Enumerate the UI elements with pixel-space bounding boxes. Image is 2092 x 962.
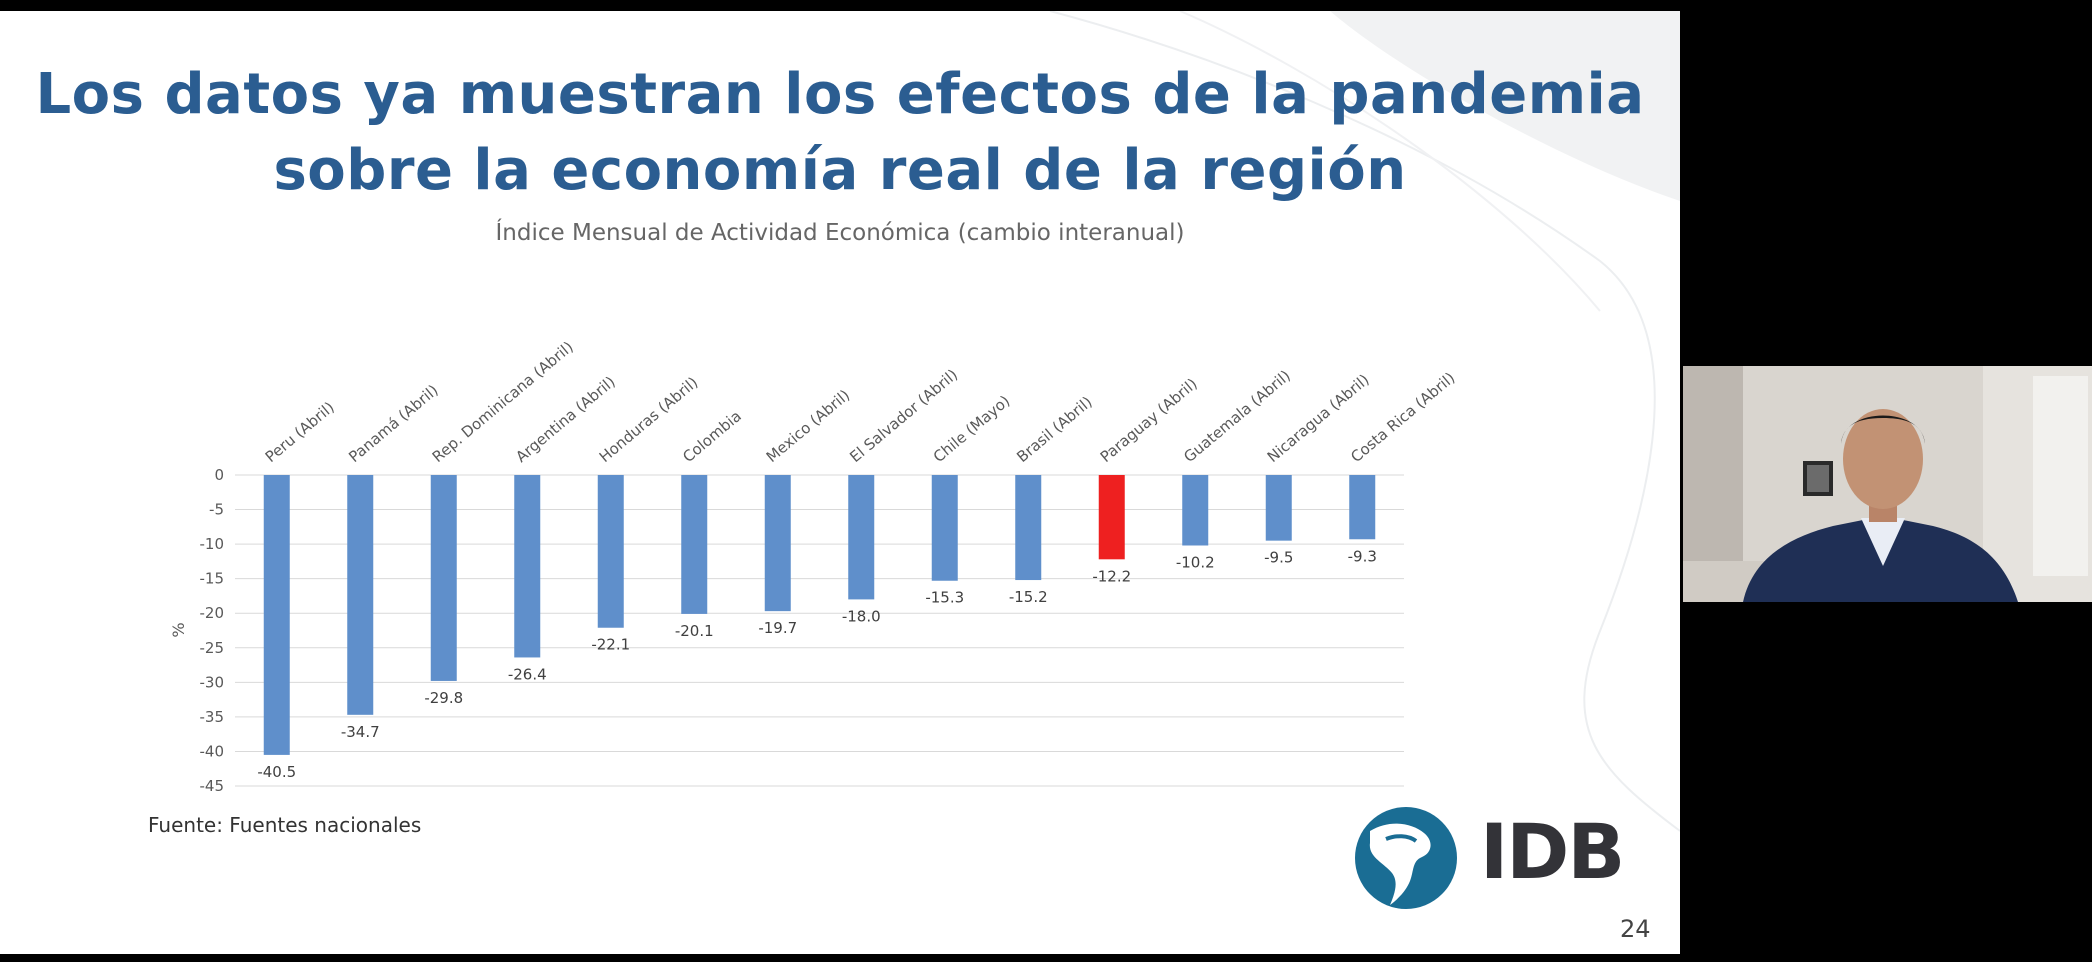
y-tick-label: 0 (214, 466, 224, 484)
x-axis-category-labels: Peru (Abril) Panamá (Abril)Rep. Dominican… (262, 338, 1459, 466)
bar-value-label: -29.8 (424, 689, 463, 707)
chart-value-labels: -40.5 -34.7 -29.8 -26.4 -22.1 -20.1 -19.7 -18.0… (257, 547, 1377, 781)
bar (1265, 475, 1292, 541)
y-tick-label: -10 (200, 535, 225, 553)
bar (1015, 475, 1042, 581)
y-axis: 0 -5 -10 -15 -20 -25 -30 -35 -40 -45 (200, 466, 225, 795)
bar (1349, 475, 1376, 540)
y-tick-label: -30 (200, 673, 225, 691)
slide-background-decoration (1049, 11, 1680, 832)
y-tick-label: -5 (209, 501, 224, 519)
bar-value-label: -18.0 (842, 607, 881, 625)
slide: Los datos ya muestran los efectos de la … (0, 11, 1680, 954)
bar-value-label: -19.7 (758, 619, 797, 637)
y-tick-label: -35 (200, 708, 225, 726)
bar (681, 475, 708, 614)
y-tick-label: -15 (200, 570, 225, 588)
slide-title-line-2: sobre la economía real de la región (273, 138, 1407, 203)
bar (1098, 475, 1125, 560)
y-tick-label: -40 (200, 742, 225, 760)
y-tick-label: -20 (200, 604, 225, 622)
slide-title: Los datos ya muestran los efectos de la … (0, 57, 1680, 209)
x-tick-label: Chile (Mayo) (930, 392, 1014, 466)
slide-title-line-1: Los datos ya muestran los efectos de la … (35, 62, 1645, 127)
bar (848, 475, 875, 600)
bar-value-label: -15.3 (925, 589, 964, 607)
chart-subtitle: Índice Mensual de Actividad Económica (c… (495, 220, 1185, 246)
bar (430, 475, 457, 681)
x-tick-label: Panamá (Abril) (345, 381, 441, 466)
bar (764, 475, 791, 612)
idb-logo-icon (1355, 807, 1457, 909)
bar-chart: 0 -5 -10 -15 -20 -25 -30 -35 -40 -45 % -40.5 -34.7… (169, 338, 1459, 795)
y-axis-label: % (169, 622, 188, 637)
webcam-video (1683, 366, 2092, 602)
bar-value-label: -22.1 (591, 636, 630, 654)
y-tick-label: -45 (200, 777, 225, 795)
chart-gridlines (235, 474, 1404, 787)
x-tick-label: Colombia (679, 407, 745, 466)
logo-text: IDB (1480, 807, 1625, 896)
page-number: 24 (1620, 915, 1651, 943)
x-tick-label: Peru (Abril) (262, 398, 338, 466)
bar-value-label: -26.4 (508, 665, 547, 683)
bar-value-label: -9.5 (1264, 549, 1293, 567)
source-note: Fuente: Fuentes nacionales (148, 813, 422, 837)
bar-value-label: -40.5 (257, 763, 296, 781)
bar (1182, 475, 1209, 546)
x-tick-label: Mexico (Abril) (763, 386, 854, 466)
bar-value-label: -12.2 (1092, 567, 1131, 585)
bar-value-label: -10.2 (1176, 553, 1215, 571)
bar (597, 475, 624, 628)
presenter-video-feed (1683, 366, 2092, 602)
bar (263, 475, 290, 755)
y-tick-label: -25 (200, 639, 225, 657)
bar (931, 475, 958, 581)
bar-value-label: -34.7 (341, 723, 380, 741)
bar (514, 475, 541, 658)
x-tick-label: Rep. Dominicana (Abril) (429, 338, 577, 466)
x-tick-label: Brasil (Abril) (1013, 393, 1095, 466)
bar-value-label: -9.3 (1348, 547, 1377, 565)
bar-value-label: -15.2 (1009, 588, 1048, 606)
chart-bars (263, 475, 1376, 755)
bar (347, 475, 374, 715)
bar-value-label: -20.1 (675, 622, 714, 640)
